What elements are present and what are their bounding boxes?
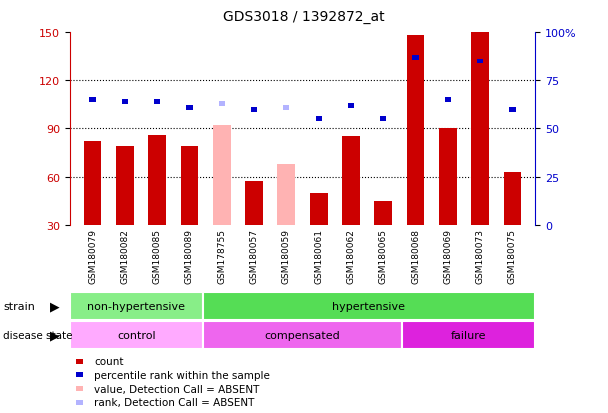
Bar bbox=[283, 106, 289, 110]
Text: percentile rank within the sample: percentile rank within the sample bbox=[94, 370, 270, 380]
Bar bbox=[122, 100, 128, 104]
Bar bbox=[251, 107, 257, 112]
Text: ▶: ▶ bbox=[50, 328, 60, 342]
Bar bbox=[342, 137, 360, 225]
Bar bbox=[181, 147, 198, 225]
Text: count: count bbox=[94, 356, 124, 366]
Bar bbox=[70, 321, 203, 349]
Bar bbox=[154, 100, 161, 104]
Bar bbox=[316, 117, 322, 122]
Bar bbox=[407, 36, 424, 225]
Bar bbox=[213, 126, 230, 225]
Bar bbox=[277, 164, 295, 225]
Text: GSM180062: GSM180062 bbox=[347, 228, 356, 283]
Text: GSM180059: GSM180059 bbox=[282, 228, 291, 283]
Bar bbox=[186, 106, 193, 110]
Text: non-hypertensive: non-hypertensive bbox=[88, 301, 185, 311]
Bar bbox=[309, 193, 328, 225]
Text: control: control bbox=[117, 330, 156, 340]
Text: rank, Detection Call = ABSENT: rank, Detection Call = ABSENT bbox=[94, 397, 255, 407]
Bar bbox=[348, 104, 354, 109]
Text: compensated: compensated bbox=[264, 330, 340, 340]
Bar bbox=[402, 321, 535, 349]
Text: strain: strain bbox=[3, 301, 35, 311]
Bar bbox=[503, 172, 521, 225]
Bar bbox=[219, 102, 225, 107]
Text: GSM178755: GSM178755 bbox=[217, 228, 226, 283]
Text: hypertensive: hypertensive bbox=[333, 301, 406, 311]
Text: GSM180075: GSM180075 bbox=[508, 228, 517, 283]
Text: GSM180057: GSM180057 bbox=[249, 228, 258, 283]
Text: GDS3018 / 1392872_at: GDS3018 / 1392872_at bbox=[223, 10, 385, 24]
Bar bbox=[245, 182, 263, 225]
Text: GSM180069: GSM180069 bbox=[443, 228, 452, 283]
Text: GSM180082: GSM180082 bbox=[120, 228, 130, 283]
Bar bbox=[203, 292, 535, 320]
Bar bbox=[84, 142, 102, 225]
Text: ▶: ▶ bbox=[50, 299, 60, 313]
Bar bbox=[380, 117, 386, 122]
Bar bbox=[444, 98, 451, 103]
Text: GSM180068: GSM180068 bbox=[411, 228, 420, 283]
Bar bbox=[89, 98, 95, 103]
Text: GSM180065: GSM180065 bbox=[379, 228, 388, 283]
Bar bbox=[116, 147, 134, 225]
Bar bbox=[439, 129, 457, 225]
Text: GSM180089: GSM180089 bbox=[185, 228, 194, 283]
Text: value, Detection Call = ABSENT: value, Detection Call = ABSENT bbox=[94, 384, 260, 394]
Bar bbox=[70, 292, 203, 320]
Bar bbox=[510, 107, 516, 112]
Bar bbox=[203, 321, 402, 349]
Text: GSM180085: GSM180085 bbox=[153, 228, 162, 283]
Bar bbox=[148, 135, 166, 225]
Bar bbox=[412, 56, 419, 60]
Bar bbox=[471, 33, 489, 225]
Text: failure: failure bbox=[451, 330, 486, 340]
Text: GSM180079: GSM180079 bbox=[88, 228, 97, 283]
Text: GSM180073: GSM180073 bbox=[475, 228, 485, 283]
Bar bbox=[375, 201, 392, 225]
Text: disease state: disease state bbox=[3, 330, 72, 340]
Bar bbox=[477, 59, 483, 64]
Text: GSM180061: GSM180061 bbox=[314, 228, 323, 283]
